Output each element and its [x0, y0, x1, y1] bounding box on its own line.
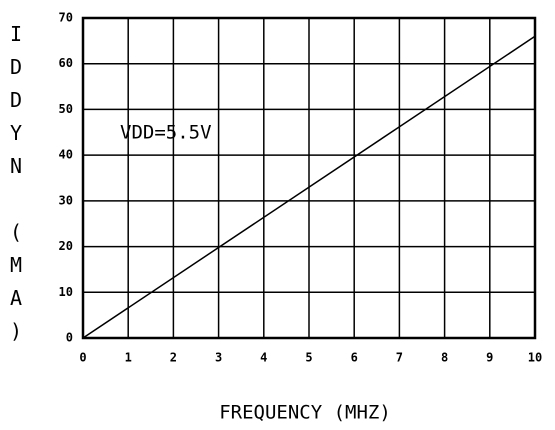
y-tick-label: 30	[59, 193, 73, 207]
x-tick-label: 8	[441, 351, 448, 365]
x-tick-label: 7	[396, 351, 403, 365]
x-tick-label: 0	[79, 351, 86, 365]
x-tick-label: 10	[528, 351, 542, 365]
y-tick-label: 10	[59, 285, 73, 299]
y-tick-label: 0	[66, 331, 73, 345]
plot-frame	[81, 16, 537, 340]
y-tick-label: 40	[59, 148, 73, 162]
y-tick-label: 50	[59, 102, 73, 116]
annotation: VDD=5.5V	[120, 122, 212, 144]
x-tick-label: 5	[305, 351, 312, 365]
x-tick-label: 1	[125, 351, 132, 365]
y-axis-label: IDDYN (MA)	[4, 22, 28, 352]
x-tick-label: 6	[351, 351, 358, 365]
y-tick-label: 70	[59, 11, 73, 25]
data-line	[82, 35, 536, 339]
y-tick-label: 20	[59, 239, 73, 253]
x-tick-label: 3	[215, 351, 222, 365]
x-tick-label: 4	[260, 351, 267, 365]
x-tick-label: 9	[486, 351, 493, 365]
y-tick-label: 60	[59, 56, 73, 70]
x-tick-label: 2	[170, 351, 177, 365]
x-axis-label: FREQUENCY (MHZ)	[219, 402, 391, 424]
